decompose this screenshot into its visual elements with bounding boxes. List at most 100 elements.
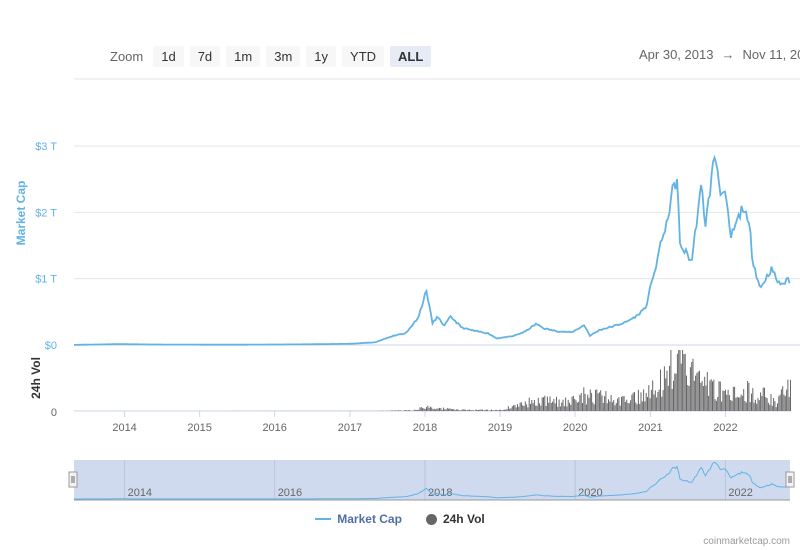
volume-bar [709,380,711,411]
zoom-1m-button[interactable]: 1m [226,45,261,67]
date-from[interactable]: Apr 30, 2013 [639,47,714,62]
volume-bar [520,402,522,411]
volume-bar [493,410,495,411]
volume-bar [734,386,736,411]
volume-bar [609,401,611,411]
volume-bar [786,389,788,411]
zoom-ytd-button[interactable]: YTD [342,45,385,67]
volume-bar [748,382,750,411]
legend-volume[interactable]: 24h Vol [425,512,485,526]
volume-bar [775,407,777,411]
volume-bar [782,386,784,411]
navigator-right-handle[interactable] [785,471,795,488]
volume-bar [745,402,747,411]
volume-bar [403,410,405,411]
volume-bar [653,394,655,411]
x-axis-ticks: 2014 2015 2016 2017 2018 2019 2020 2021 2022 [112,411,738,434]
volume-bar [710,379,712,411]
volume-bar [732,386,734,411]
volume-bar [515,407,517,411]
date-to[interactable]: Nov 11, 2022 [742,47,800,62]
navigator-left-handle[interactable] [68,471,78,488]
volume-bar [422,408,424,411]
volume-bar [537,397,539,411]
volume-bar [405,410,407,411]
volume-bar [731,400,733,411]
volume-bar [678,350,680,411]
navigator-ticks: 2014 2016 2018 2020 2022 [124,460,753,500]
volume-bar [693,380,695,411]
volume-bar [437,408,439,411]
volume-bar [684,353,686,411]
volume-bar [622,396,624,411]
volume-bar [400,410,401,411]
volume-bar [569,402,570,411]
navigator-line [74,461,790,500]
volume-bar [453,409,455,411]
volume-bar [632,392,634,411]
volume-bar [505,409,507,411]
volume-bar [489,410,491,411]
volume-bar [697,371,699,411]
legend-line-icon [315,518,332,520]
volume-bar [722,390,724,411]
volume-bar [418,409,420,411]
volume-series [229,350,791,411]
volume-bar [523,405,525,411]
volume-bar [416,410,418,411]
volume-bar [744,401,746,411]
volume-bar [626,399,628,411]
volume-bar [769,404,771,411]
volume-bar [639,403,641,411]
volume-bar [705,385,707,411]
navigator-mask[interactable] [74,460,790,500]
legend-market-cap[interactable]: Market Cap [315,512,402,526]
volume-bar [683,354,685,411]
volume-bar [426,407,427,411]
volume-bar [714,399,716,411]
navigator[interactable]: 2014 2016 2018 2020 2022 [68,460,795,501]
volume-bar [457,409,459,411]
volume-bar [459,410,461,411]
volume-bar [600,390,602,411]
volume-bar [458,410,460,411]
volume-bar [787,379,789,411]
volume-bar [702,386,704,411]
x-tick-label: 2016 [262,422,286,434]
zoom-3m-button[interactable]: 3m [266,45,301,67]
volume-bar [562,399,564,411]
volume-bar [579,394,581,411]
volume-bar [450,408,452,411]
volume-bar [673,380,674,411]
volume-bar [704,376,706,411]
volume-bar [780,389,782,411]
zoom-all-button[interactable]: ALL [390,45,432,67]
volume-bar [511,406,513,411]
volume-bar [667,385,669,411]
volume-bar [649,398,651,411]
volume-bar [606,403,608,411]
volume-bar [654,390,656,411]
volume-bar [717,397,719,411]
volume-bar [645,392,647,411]
volume-bar [539,403,541,411]
volume-bar [502,409,504,411]
zoom-1y-button[interactable]: 1y [306,45,337,67]
volume-bar [601,395,603,411]
volume-bar [472,410,474,411]
credits[interactable]: coinmarketcap.com [703,536,790,547]
zoom-1d-button[interactable]: 1d [153,45,184,67]
zoom-7d-button[interactable]: 7d [189,45,221,67]
volume-bar [544,395,546,411]
volume-bar [478,410,479,411]
volume-bar [476,410,478,411]
volume-bar [623,396,625,411]
volume-bar [557,406,559,411]
y-tick-label: $3 T [35,141,57,153]
volume-bar [766,398,768,411]
volume-bar [614,405,616,411]
volume-bar [559,406,561,411]
volume-bar [576,402,578,411]
volume-bar [761,395,763,411]
volume-bar [419,407,421,411]
